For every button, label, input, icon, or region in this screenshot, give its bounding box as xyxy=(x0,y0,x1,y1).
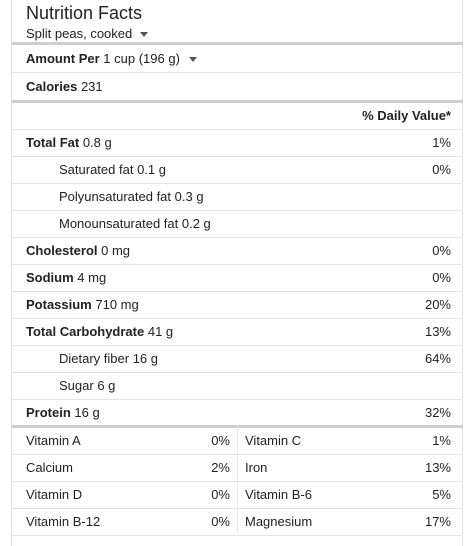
nutrient-row-total-carbohydrate: Total Carbohydrate 41 g 13% xyxy=(11,318,463,346)
nutrient-row-dietary-fiber: Dietary fiber 16 g 64% xyxy=(11,345,463,373)
vitamin-dv: 0% xyxy=(211,433,230,448)
vitamin-dv: 5% xyxy=(432,487,451,502)
nutrient-amount: 0.8 g xyxy=(82,135,112,150)
daily-value-header-row: % Daily Value* xyxy=(11,102,463,130)
nutrient-amount: 0.2 g xyxy=(181,216,211,231)
nutrient-name: Protein xyxy=(26,405,71,420)
nutrient-name: Cholesterol xyxy=(26,243,98,258)
vitamin-row: Vitamin B-12 0% Magnesium 17% xyxy=(11,508,463,536)
card-right-border xyxy=(462,0,463,546)
nutrient-row-monounsaturated-fat: Monounsaturated fat 0.2 g xyxy=(11,210,463,238)
vitamin-row: Calcium 2% Iron 13% xyxy=(11,454,463,482)
nutrient-amount: 0.1 g xyxy=(137,162,166,177)
nutrient-dv: 0% xyxy=(432,243,451,258)
vitamin-name: Calcium xyxy=(26,460,73,475)
nutrient-row-protein: Protein 16 g 32% xyxy=(11,399,463,426)
nutrient-name: Potassium xyxy=(26,297,92,312)
nutrient-row-potassium: Potassium 710 mg 20% xyxy=(11,291,463,319)
nutrition-title: Nutrition Facts xyxy=(26,3,143,23)
vitamin-dv: 13% xyxy=(424,460,451,475)
nutrient-amount: 710 mg xyxy=(95,297,139,312)
nutrient-name: Monounsaturated fat xyxy=(59,216,179,231)
nutrient-name: Polyunsaturated fat xyxy=(59,189,172,204)
nutrient-amount: 4 mg xyxy=(77,270,107,285)
nutrient-amount: 16 g xyxy=(132,351,159,366)
nutrient-amount: 41 g xyxy=(147,324,174,339)
nutrient-amount: 0 mg xyxy=(101,243,131,258)
nutrient-amount: 16 g xyxy=(74,405,100,420)
caret-down-icon[interactable] xyxy=(188,56,197,62)
nutrient-name: Sodium xyxy=(26,270,74,285)
card-left-border xyxy=(11,0,12,546)
serving-label: Amount Per xyxy=(26,51,100,66)
vitamin-name: Iron xyxy=(245,460,268,475)
vitamin-dv: 0% xyxy=(211,487,230,502)
nutrition-facts-card: Nutrition Facts Split peas, cooked Amoun… xyxy=(11,0,463,546)
nutrient-dv: 0% xyxy=(432,162,451,177)
vitamin-name: Magnesium xyxy=(245,514,313,529)
nutrient-row-sugar: Sugar 6 g xyxy=(11,372,463,400)
nutrient-dv: 32% xyxy=(424,405,451,420)
calories-value: 231 xyxy=(80,79,103,94)
vitamin-name: Vitamin A xyxy=(26,433,81,448)
vitamin-name: Vitamin C xyxy=(245,433,302,448)
serving-selector[interactable]: Amount Per 1 cup (196 g) xyxy=(26,51,197,66)
nutrient-row-polyunsaturated-fat: Polyunsaturated fat 0.3 g xyxy=(11,183,463,211)
daily-value-header: % Daily Value* xyxy=(362,108,451,123)
nutrient-row-sodium: Sodium 4 mg 0% xyxy=(11,264,463,292)
vitamin-dv: 0% xyxy=(211,514,230,529)
vitamin-dv: 2% xyxy=(211,460,230,475)
thick-divider xyxy=(11,42,463,45)
nutrient-dv: 20% xyxy=(424,297,451,312)
nutrient-dv: 1% xyxy=(432,135,451,150)
food-selector[interactable]: Split peas, cooked xyxy=(26,25,448,43)
thick-divider xyxy=(11,100,463,103)
vitamin-row: Vitamin A 0% Vitamin C 1% xyxy=(11,427,463,455)
nutrient-amount: 6 g xyxy=(97,378,116,393)
nutrient-dv: 0% xyxy=(432,270,451,285)
nutrient-name: Dietary fiber xyxy=(59,351,130,366)
nutrient-name: Saturated fat xyxy=(59,162,134,177)
vitamin-name: Vitamin B-6 xyxy=(245,487,312,502)
serving-row: Amount Per 1 cup (196 g) xyxy=(11,45,463,73)
nutrient-row-saturated-fat: Saturated fat 0.1 g 0% xyxy=(11,156,463,184)
vitamin-column-divider xyxy=(237,425,238,533)
vitamin-name: Vitamin D xyxy=(26,487,83,502)
vitamin-row: Vitamin D 0% Vitamin B-6 5% xyxy=(11,481,463,509)
nutrition-header: Nutrition Facts Split peas, cooked xyxy=(26,2,448,43)
caret-down-icon[interactable] xyxy=(140,32,149,37)
food-name: Split peas, cooked xyxy=(26,26,133,41)
nutrient-dv: 13% xyxy=(424,324,451,339)
nutrient-name: Total Fat xyxy=(26,135,80,150)
nutrient-name: Total Carbohydrate xyxy=(26,324,145,339)
vitamin-dv: 1% xyxy=(432,433,451,448)
nutrient-dv: 64% xyxy=(424,351,451,366)
nutrient-name: Sugar xyxy=(59,378,94,393)
calories-label: Calories xyxy=(26,79,78,94)
calories-row: Calories 231 xyxy=(11,73,463,101)
nutrient-row-total-fat: Total Fat 0.8 g 1% xyxy=(11,129,463,157)
serving-value: 1 cup (196 g) xyxy=(103,51,180,66)
vitamin-name: Vitamin B-12 xyxy=(26,514,101,529)
vitamin-dv: 17% xyxy=(424,514,451,529)
nutrient-amount: 0.3 g xyxy=(174,189,204,204)
nutrient-row-cholesterol: Cholesterol 0 mg 0% xyxy=(11,237,463,265)
